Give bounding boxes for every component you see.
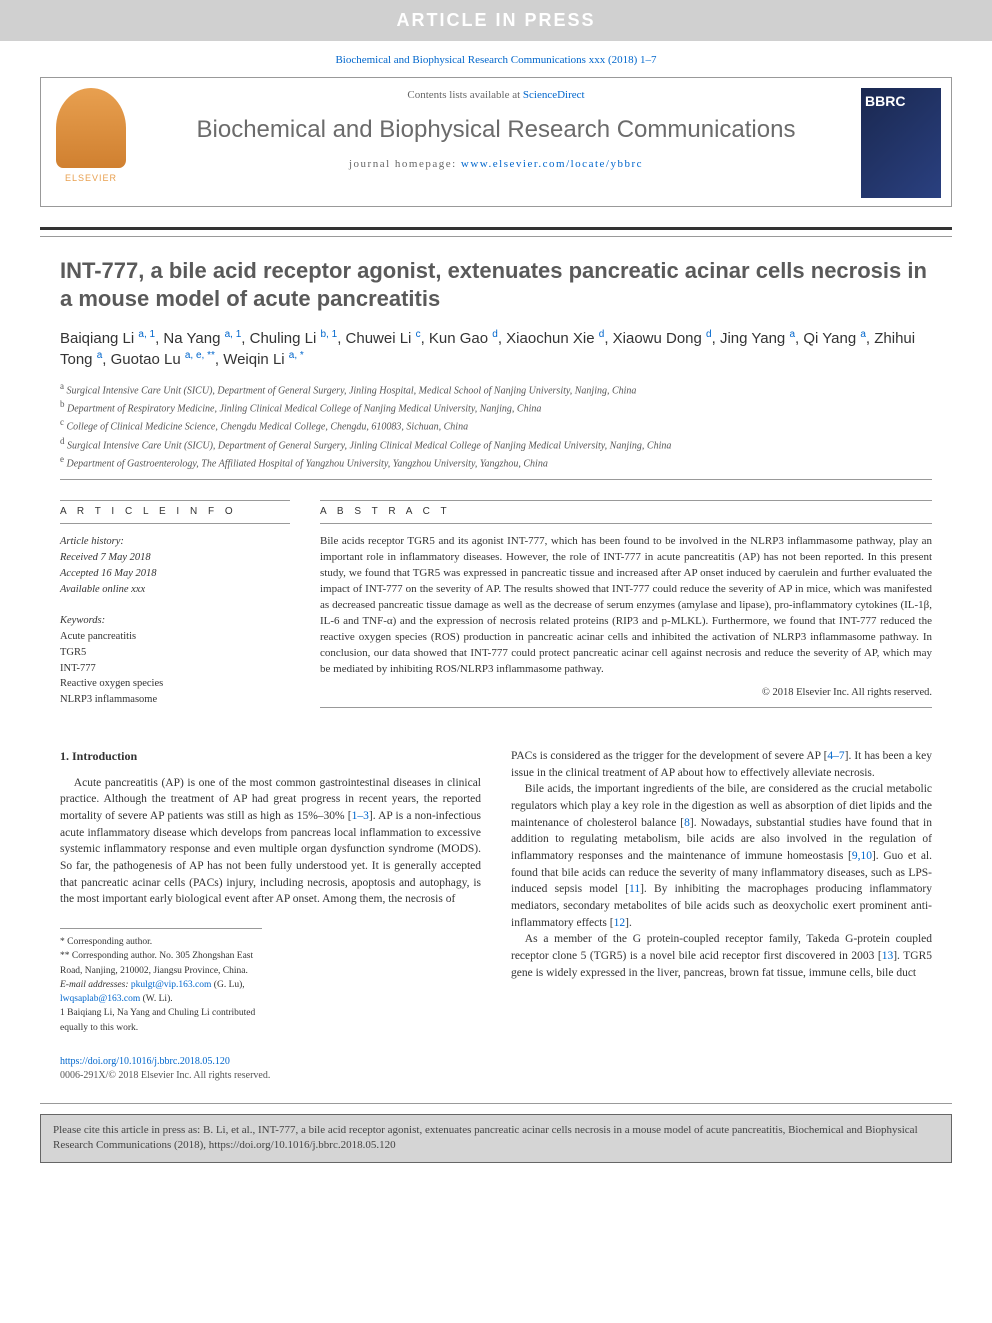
email-link[interactable]: pkulgt@vip.163.com — [131, 980, 212, 990]
doi-link[interactable]: https://doi.org/10.1016/j.bbrc.2018.05.1… — [0, 1045, 992, 1069]
sciencedirect-link[interactable]: ScienceDirect — [523, 89, 585, 101]
journal-cover-thumbnail: BBRC — [861, 88, 941, 198]
in-press-banner: ARTICLE IN PRESS — [0, 0, 992, 41]
abstract-heading: A B S T R A C T — [320, 500, 932, 524]
article-info-heading: A R T I C L E I N F O — [60, 500, 290, 524]
abstract-copyright: © 2018 Elsevier Inc. All rights reserved… — [320, 686, 932, 708]
footer-copyright: 0006-291X/© 2018 Elsevier Inc. All right… — [0, 1069, 992, 1099]
journal-name: Biochemical and Biophysical Research Com… — [141, 113, 851, 147]
cite-this-article-box: Please cite this article in press as: B.… — [40, 1114, 952, 1163]
footnotes: * Corresponding author. ** Corresponding… — [60, 928, 262, 1035]
journal-header: ELSEVIER BBRC Contents lists available a… — [40, 77, 952, 207]
body-paragraph: Acute pancreatitis (AP) is one of the mo… — [60, 775, 481, 908]
intro-heading: 1. Introduction — [60, 748, 481, 765]
email-link[interactable]: lwqsaplab@163.com — [60, 994, 140, 1004]
homepage-line: journal homepage: www.elsevier.com/locat… — [141, 157, 851, 172]
abstract-text: Bile acids receptor TGR5 and its agonist… — [320, 534, 932, 677]
contents-available-line: Contents lists available at ScienceDirec… — [141, 88, 851, 103]
article-history: Article history: Received 7 May 2018 Acc… — [60, 534, 290, 597]
affiliations: a Surgical Intensive Care Unit (SICU), D… — [60, 380, 932, 472]
citation-line: Biochemical and Biophysical Research Com… — [0, 41, 992, 76]
keywords-block: Keywords: Acute pancreatitisTGR5INT-777R… — [60, 613, 290, 708]
separator-thick — [40, 227, 952, 230]
homepage-link[interactable]: www.elsevier.com/locate/ybbrc — [461, 158, 643, 170]
elsevier-logo: ELSEVIER — [51, 88, 131, 198]
article-title: INT-777, a bile acid receptor agonist, e… — [60, 257, 932, 314]
authors-list: Baiqiang Li a, 1, Na Yang a, 1, Chuling … — [60, 328, 932, 370]
body-paragraph: PACs is considered as the trigger for th… — [511, 748, 932, 981]
